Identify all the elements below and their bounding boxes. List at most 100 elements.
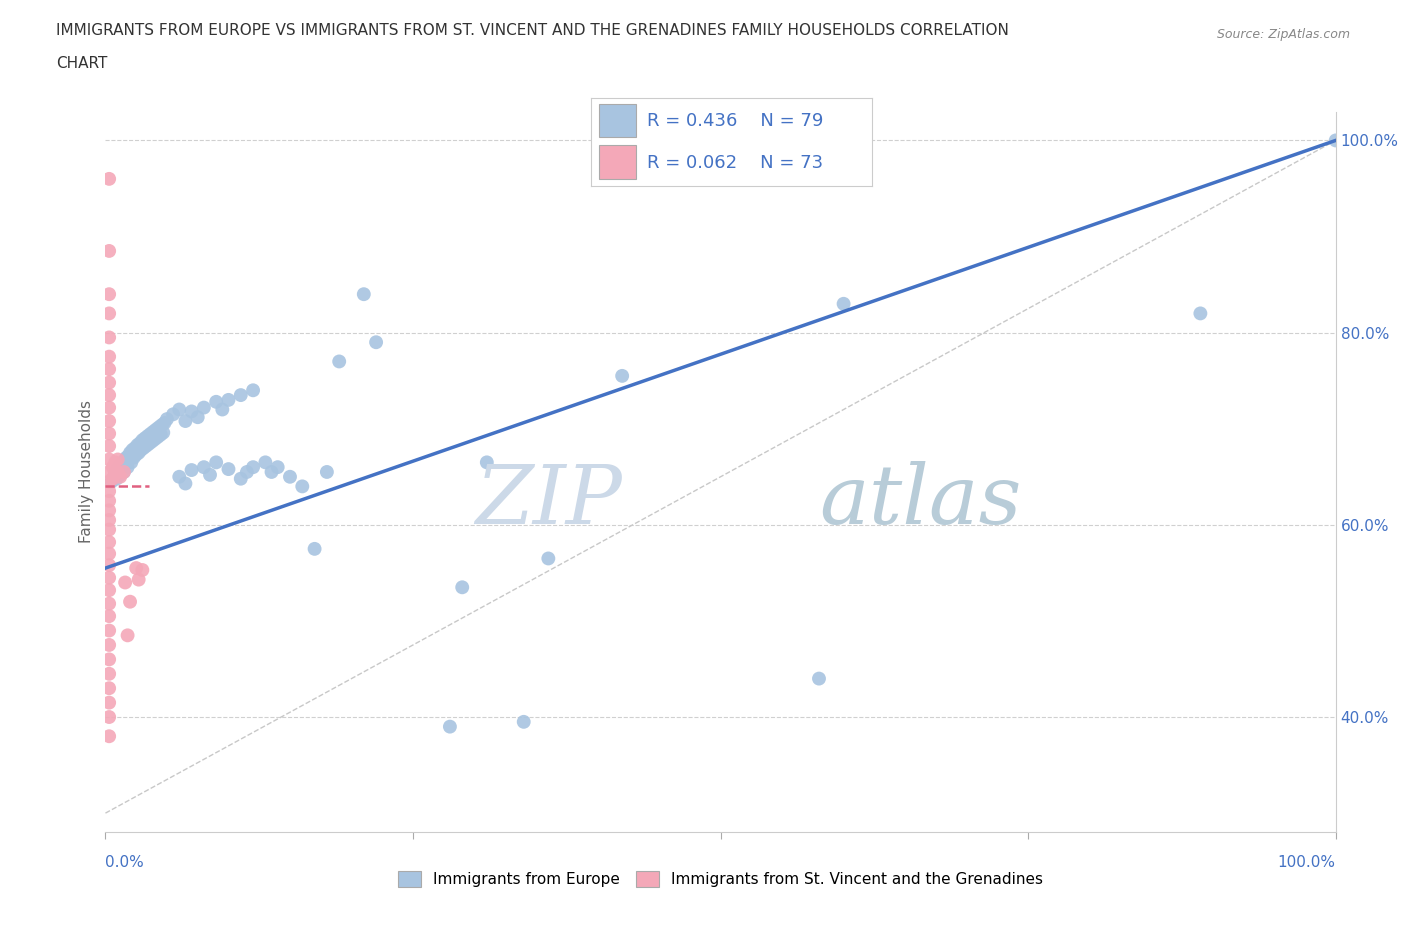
Point	[267, 459, 290, 474]
Point	[98, 609, 121, 624]
Point	[108, 459, 131, 474]
FancyBboxPatch shape	[599, 145, 636, 179]
Point	[169, 402, 191, 417]
Point	[98, 474, 121, 489]
Point	[304, 541, 326, 556]
Point	[98, 623, 121, 638]
Point	[149, 427, 172, 442]
Text: 100.0%: 100.0%	[1278, 855, 1336, 870]
Point	[101, 472, 124, 486]
Legend: Immigrants from Europe, Immigrants from St. Vincent and the Grenadines: Immigrants from Europe, Immigrants from …	[392, 865, 1049, 893]
Point	[114, 575, 136, 590]
Point	[610, 368, 633, 383]
Text: R = 0.062    N = 73: R = 0.062 N = 73	[647, 154, 823, 172]
Point	[193, 400, 215, 415]
Point	[142, 432, 165, 447]
Point	[125, 561, 148, 576]
Point	[98, 171, 121, 186]
Point	[193, 459, 215, 474]
Point	[475, 455, 498, 470]
Point	[131, 432, 153, 447]
Point	[143, 423, 166, 438]
Point	[128, 445, 150, 460]
Point	[118, 448, 141, 463]
Point	[112, 465, 135, 480]
Point	[513, 714, 536, 729]
Point	[111, 455, 134, 470]
Point	[328, 354, 350, 369]
Point	[149, 419, 172, 434]
Point	[98, 512, 121, 527]
Point	[98, 400, 121, 415]
Point	[98, 439, 121, 454]
Point	[98, 710, 121, 724]
Point	[98, 558, 121, 573]
Point	[807, 671, 830, 686]
Point	[187, 410, 209, 425]
Point	[451, 580, 474, 595]
Point	[98, 596, 121, 611]
Point	[121, 443, 143, 458]
Point	[105, 472, 128, 486]
Point	[120, 594, 141, 609]
Point	[138, 437, 160, 452]
Point	[150, 418, 173, 432]
Point	[128, 572, 150, 587]
Point	[124, 441, 146, 456]
Point	[135, 439, 157, 454]
Point	[98, 484, 121, 498]
Point	[110, 470, 132, 485]
Point	[101, 459, 124, 474]
Text: ZIP: ZIP	[475, 460, 621, 541]
Point	[180, 404, 202, 418]
Point	[98, 681, 121, 696]
Point	[98, 244, 121, 259]
Point	[98, 666, 121, 681]
Point	[122, 450, 145, 465]
Point	[169, 470, 191, 485]
Point	[103, 470, 125, 485]
Point	[98, 375, 121, 390]
Point	[242, 383, 264, 398]
Point	[98, 546, 121, 561]
Point	[146, 421, 169, 436]
Point	[152, 425, 174, 440]
Point	[98, 493, 121, 508]
Point	[98, 414, 121, 429]
Point	[98, 330, 121, 345]
Point	[98, 535, 121, 550]
Point	[218, 392, 240, 407]
Point	[198, 468, 221, 483]
Point	[127, 438, 149, 453]
Point	[439, 719, 461, 734]
Point	[242, 459, 264, 474]
Point	[107, 452, 129, 467]
Point	[229, 388, 252, 403]
Point	[136, 429, 159, 444]
Point	[98, 503, 121, 518]
Point	[180, 462, 202, 477]
Point	[278, 470, 301, 485]
Point	[107, 465, 129, 480]
Point	[353, 286, 375, 301]
Point	[205, 455, 228, 470]
Point	[98, 465, 121, 480]
Point	[129, 435, 152, 451]
Point	[98, 583, 121, 598]
Point	[98, 350, 121, 365]
Point	[141, 425, 163, 440]
Text: IMMIGRANTS FROM EUROPE VS IMMIGRANTS FROM ST. VINCENT AND THE GRENADINES FAMILY : IMMIGRANTS FROM EUROPE VS IMMIGRANTS FRO…	[56, 23, 1010, 38]
Y-axis label: Family Households: Family Households	[79, 401, 94, 543]
Point	[236, 465, 259, 480]
Point	[115, 450, 138, 465]
Point	[98, 426, 121, 441]
Point	[153, 416, 176, 431]
Point	[315, 465, 337, 480]
Point	[104, 467, 127, 482]
Point	[131, 563, 153, 578]
Point	[174, 414, 197, 429]
Point	[211, 402, 233, 417]
Point	[104, 465, 127, 480]
Point	[112, 465, 135, 480]
Point	[832, 297, 855, 312]
